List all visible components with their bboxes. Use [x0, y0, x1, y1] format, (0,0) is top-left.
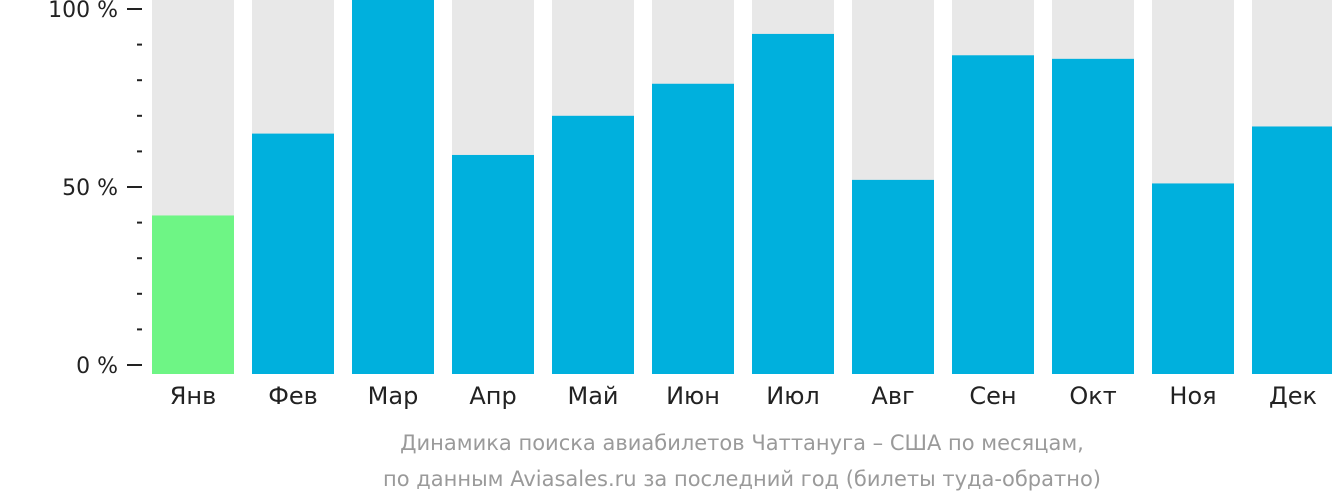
y-tick-label: 100 % — [48, 0, 118, 23]
bar — [352, 0, 434, 374]
x-tick-label: Май — [567, 382, 618, 410]
bar — [652, 83, 734, 374]
x-tick-label: Фев — [268, 382, 318, 410]
x-tick-label: Дек — [1269, 382, 1317, 410]
x-tick-label: Мар — [368, 382, 419, 410]
y-tick-label: 0 % — [76, 354, 118, 379]
y-tick-label: 50 % — [62, 176, 118, 201]
bar — [1252, 126, 1332, 374]
x-tick-label: Окт — [1069, 382, 1116, 410]
x-axis-labels: Янв Фев Мар Апр Май Июн Июл Авг Сен Окт Ноя Дек — [170, 382, 1317, 410]
bar — [852, 179, 934, 374]
bar — [452, 154, 534, 374]
x-tick-label: Сен — [969, 382, 1016, 410]
x-tick-label: Апр — [469, 382, 516, 410]
bar — [1152, 183, 1234, 374]
x-tick-label: Июл — [766, 382, 820, 410]
bar-chart: 0 % 50 % 100 % Янв Фев Мар Апр Май Июн Июл Авг Сен… — [48, 0, 1332, 410]
x-tick-label: Янв — [170, 382, 217, 410]
bar — [1052, 58, 1134, 375]
bar — [152, 215, 234, 374]
chart-caption-line-2: по данным Aviasales.ru за последний год … — [383, 467, 1101, 491]
bar — [552, 115, 634, 375]
data-bars — [152, 0, 1332, 375]
bar — [752, 33, 834, 375]
bar — [952, 55, 1034, 374]
chart-caption-line-1: Динамика поиска авиабилетов Чаттануга – … — [400, 431, 1084, 455]
y-axis: 0 % 50 % 100 % — [48, 0, 142, 379]
bar — [252, 133, 334, 374]
x-tick-label: Июн — [666, 382, 720, 410]
x-tick-label: Ноя — [1169, 382, 1216, 410]
x-tick-label: Авг — [871, 382, 914, 410]
